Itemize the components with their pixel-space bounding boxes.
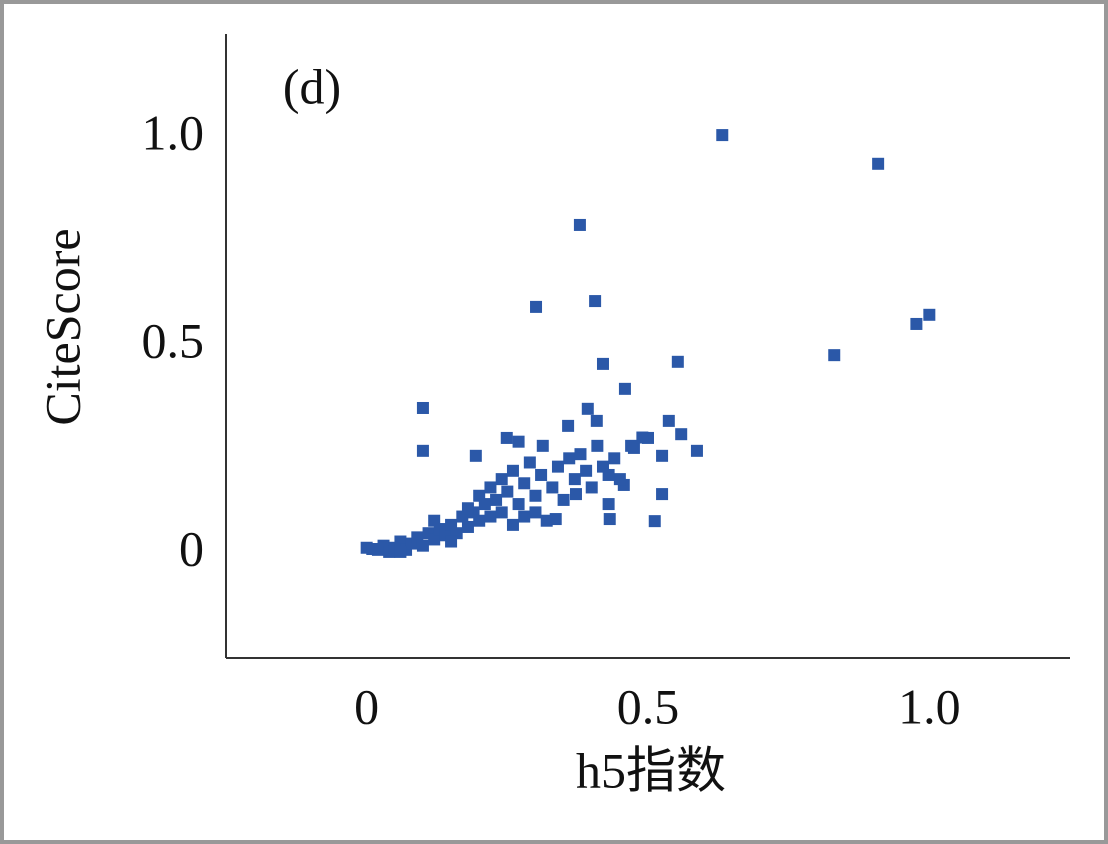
- scatter-point: [581, 402, 594, 415]
- scatter-point: [590, 414, 603, 427]
- scatter-point: [461, 502, 474, 515]
- scatter-point: [648, 515, 661, 528]
- scatter-point: [872, 157, 885, 170]
- scatter-point: [573, 218, 586, 231]
- scatter-point: [602, 498, 615, 511]
- scatter-point: [716, 129, 729, 142]
- scatter-point: [574, 448, 587, 461]
- scatter-point: [530, 300, 543, 313]
- scatter-point: [506, 464, 519, 477]
- scatter-point: [416, 539, 429, 552]
- scatter-point: [603, 513, 616, 526]
- scatter-point: [495, 473, 508, 486]
- scatter-point: [569, 488, 582, 501]
- scatter-point: [549, 513, 562, 526]
- scatter-point: [416, 401, 429, 414]
- scatter-point: [469, 449, 482, 462]
- scatter-point: [562, 419, 575, 432]
- scatter-point: [923, 308, 936, 321]
- scatter-point: [910, 317, 923, 330]
- scatter-point: [535, 468, 548, 481]
- x-tick-label: 0: [354, 678, 379, 734]
- scatter-point: [490, 493, 503, 506]
- y-tick-label: 1.0: [142, 104, 205, 160]
- scatter-point: [625, 439, 638, 452]
- scatter-point: [568, 473, 581, 486]
- scatter-point: [523, 456, 536, 469]
- scatter-point: [518, 510, 531, 523]
- scatter-point: [589, 295, 602, 308]
- scatter-point: [512, 498, 525, 511]
- scatter-point: [557, 493, 570, 506]
- scatter-point: [536, 439, 549, 452]
- x-axis-label: h5指数: [576, 742, 726, 798]
- scatter-point: [580, 464, 593, 477]
- scatter-point: [585, 481, 598, 494]
- scatter-point: [636, 431, 649, 444]
- scatter-point: [529, 489, 542, 502]
- scatter-point: [551, 460, 564, 473]
- scatter-point: [613, 473, 626, 486]
- scatter-point: [563, 452, 576, 465]
- scatter-point: [546, 481, 559, 494]
- scatter-point: [428, 533, 441, 546]
- scatter-point: [828, 349, 841, 362]
- scatter-point: [529, 506, 542, 519]
- scatter-point: [501, 485, 514, 498]
- scatter-point: [675, 428, 688, 441]
- scatter-point: [500, 431, 513, 444]
- scatter-point: [656, 488, 669, 501]
- scatter-point: [690, 444, 703, 457]
- scatter-point: [618, 382, 631, 395]
- scatter-point: [518, 477, 531, 490]
- scatter-point: [540, 514, 553, 527]
- scatter-point: [596, 357, 609, 370]
- scatter-point: [608, 452, 621, 465]
- y-tick-label: 0: [179, 520, 204, 576]
- y-axis-label: CiteScore: [34, 228, 90, 425]
- scatter-point: [662, 414, 675, 427]
- scatter-point: [506, 518, 519, 531]
- chart-title: (d): [283, 58, 341, 114]
- scatter-point: [478, 498, 491, 511]
- x-tick-label: 1.0: [898, 678, 961, 734]
- scatter-point: [428, 514, 441, 527]
- scatter-point: [461, 520, 474, 533]
- scatter-point: [484, 481, 497, 494]
- scatter-point: [484, 510, 497, 523]
- scatter-point: [495, 506, 508, 519]
- scatter-point: [512, 435, 525, 448]
- x-tick-label: 0.5: [617, 678, 680, 734]
- scatter-point: [394, 545, 407, 558]
- scatter-point: [445, 535, 458, 548]
- scatter-point: [591, 439, 604, 452]
- scatter-point: [656, 449, 669, 462]
- scatter-point: [473, 514, 486, 527]
- scatter-point: [602, 468, 615, 481]
- scatter-point: [671, 355, 684, 368]
- scatter-point: [416, 444, 429, 457]
- y-tick-label: 0.5: [142, 312, 205, 368]
